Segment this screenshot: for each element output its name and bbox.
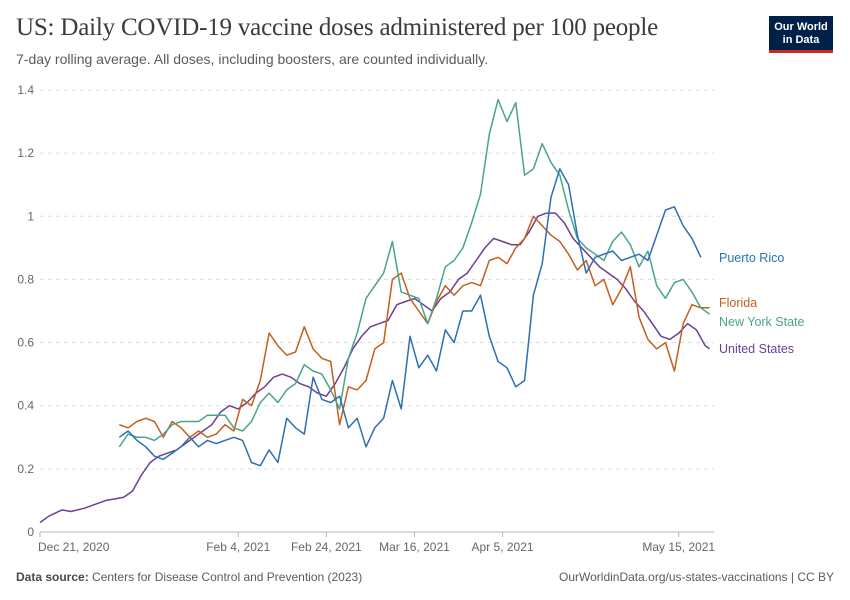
series-line-florida: [119, 215, 710, 439]
chart-subtitle: 7-day rolling average. All doses, includ…: [16, 51, 489, 67]
y-tick-label: 1.2: [17, 146, 34, 160]
y-tick-label: 1.4: [17, 83, 34, 97]
x-tick-label: Apr 5, 2021: [472, 540, 534, 554]
x-tick-label: Mar 16, 2021: [379, 540, 450, 554]
series-line-puerto-rico: [118, 168, 702, 467]
logo-line-2: in Data: [782, 34, 820, 46]
y-tick-label: 1: [27, 209, 34, 223]
series-label-new-york-state: New York State: [719, 315, 805, 329]
owid-logo[interactable]: Our World in Data: [769, 16, 833, 53]
y-tick-label: 0.4: [17, 399, 34, 413]
x-tick-label: Dec 21, 2020: [38, 540, 110, 554]
chart-title: US: Daily COVID-19 vaccine doses adminis…: [16, 14, 659, 41]
data-source-link[interactable]: Centers for Disease Control and Preventi…: [92, 570, 363, 584]
footer-url[interactable]: OurWorldinData.org/us-states-vaccination…: [559, 570, 834, 584]
y-tick-label: 0: [27, 525, 34, 539]
data-source-label: Data source:: [16, 570, 89, 584]
series-label-united-states: United States: [719, 342, 794, 356]
series-line-new-york-state: [118, 98, 711, 448]
data-source: Data source: Centers for Disease Control…: [16, 570, 362, 584]
series-label-florida: Florida: [719, 296, 757, 310]
x-tick-label: May 15, 2021: [642, 540, 715, 554]
y-tick-label: 0.2: [17, 462, 34, 476]
y-tick-label: 0.8: [17, 272, 34, 286]
x-tick-label: Feb 24, 2021: [291, 540, 362, 554]
y-tick-label: 0.6: [17, 336, 34, 350]
x-tick-label: Feb 4, 2021: [206, 540, 270, 554]
series-label-puerto-rico: Puerto Rico: [719, 251, 784, 265]
logo-line-1: Our World: [774, 21, 828, 33]
series-line-united-states: [39, 212, 711, 524]
